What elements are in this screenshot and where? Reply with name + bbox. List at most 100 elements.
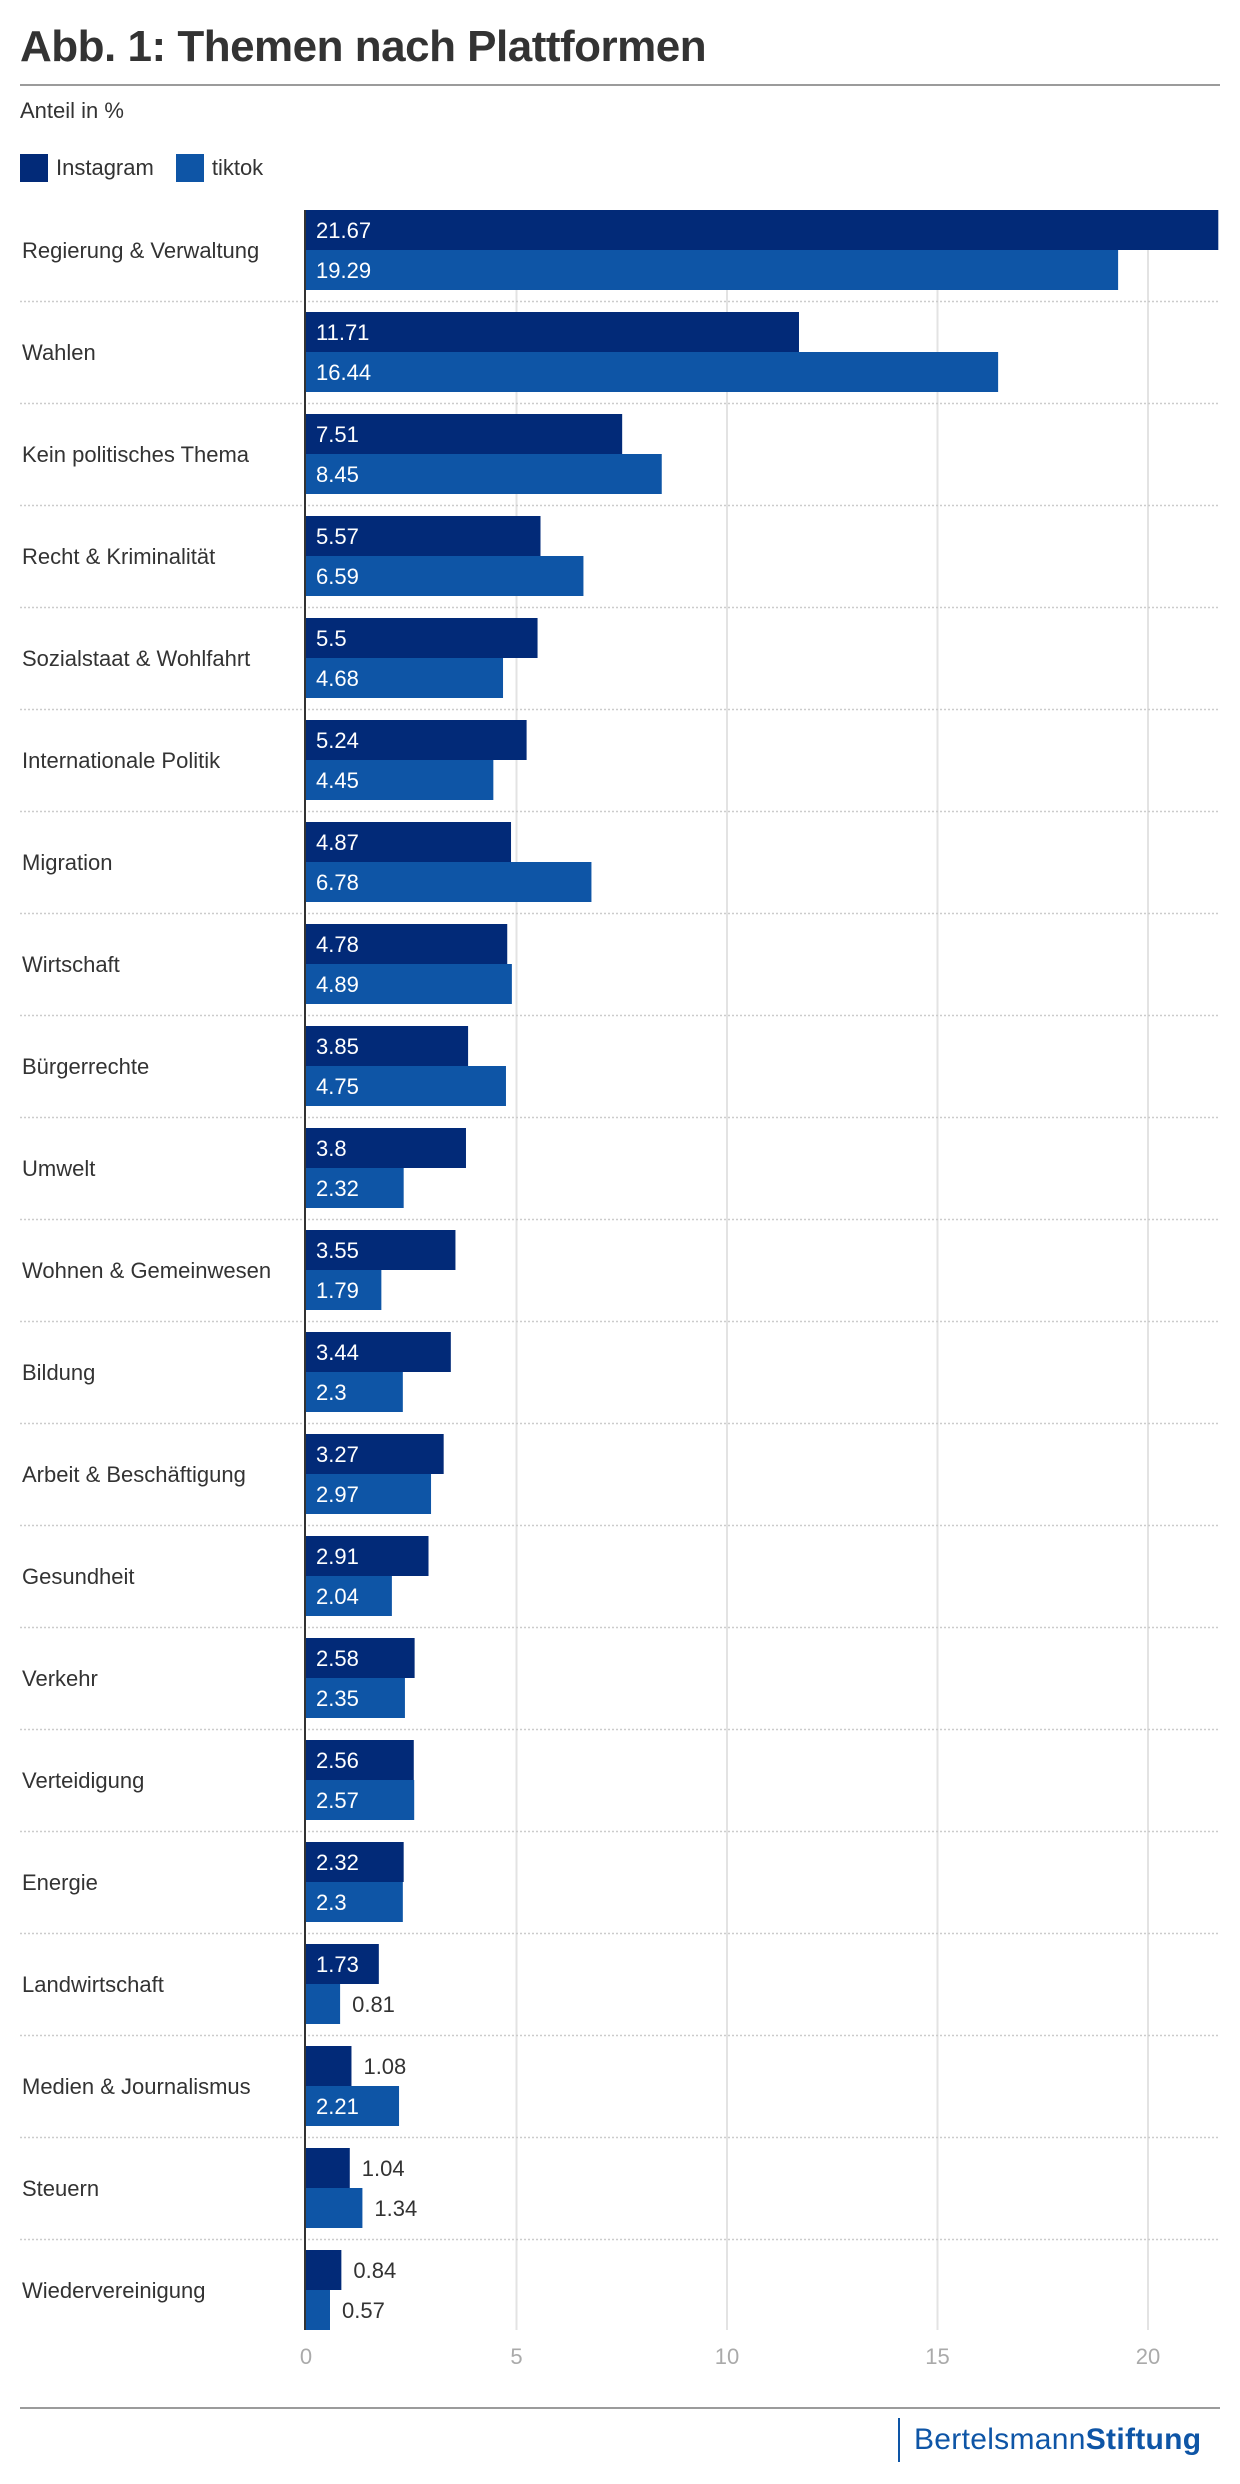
bar-instagram[interactable] [306, 2046, 352, 2086]
bar-instagram[interactable] [306, 822, 512, 862]
bar-instagram[interactable] [306, 1332, 451, 1372]
value-label-instagram: 5.5 [316, 626, 347, 651]
bar-tiktok[interactable] [306, 1168, 404, 1208]
bar-tiktok[interactable] [306, 862, 592, 902]
category-label: Landwirtschaft [22, 1972, 164, 1997]
category-label: Wiedervereinigung [22, 2278, 205, 2303]
value-label-instagram: 4.87 [316, 830, 359, 855]
bar-instagram[interactable] [306, 516, 541, 556]
bar-instagram[interactable] [306, 1944, 379, 1984]
bar-tiktok[interactable] [306, 1372, 403, 1412]
bar-tiktok[interactable] [306, 556, 584, 596]
legend-item-tiktok[interactable]: tiktok [175, 154, 264, 182]
category-label: Verteidigung [22, 1768, 144, 1793]
bar-instagram[interactable] [306, 210, 1219, 250]
bar-tiktok[interactable] [306, 964, 512, 1004]
value-label-tiktok: 6.59 [316, 564, 359, 589]
bar-instagram[interactable] [306, 414, 623, 454]
category-label: Bürgerrechte [22, 1054, 149, 1079]
value-labels: 21.67 19.29 11.71 16.44 7.51 8.45 5.57 6.59 5.5 4… [316, 218, 417, 2323]
value-label-tiktok: 2.32 [316, 1176, 359, 1201]
value-label-instagram: 5.24 [316, 728, 359, 753]
bar-tiktok[interactable] [306, 1270, 382, 1310]
value-label-instagram: 2.91 [316, 1544, 359, 1569]
bar-instagram[interactable] [306, 2148, 350, 2188]
bar-tiktok[interactable] [306, 2290, 330, 2330]
bars [306, 210, 1219, 2330]
value-label-tiktok: 8.45 [316, 462, 359, 487]
bar-chart: Regierung & Verwaltung Wahlen Kein politis… [20, 210, 1220, 2369]
bar-instagram[interactable] [306, 1740, 414, 1780]
category-label: Gesundheit [22, 1564, 135, 1589]
value-label-tiktok: 2.04 [316, 1584, 359, 1609]
legend-label-instagram: Instagram [56, 155, 154, 180]
value-label-tiktok: 4.75 [316, 1074, 359, 1099]
bar-tiktok[interactable] [306, 2086, 400, 2126]
category-label: Wirtschaft [22, 952, 120, 977]
logo-text: BertelsmannStiftung [914, 2423, 1201, 2457]
value-label-instagram: 3.8 [316, 1136, 347, 1161]
category-label: Wohnen & Gemeinwesen [22, 1258, 271, 1283]
row-separators [20, 300, 1220, 2241]
value-label-instagram: 1.73 [316, 1952, 359, 1977]
bar-tiktok[interactable] [306, 1678, 405, 1718]
x-tick-label: 0 [300, 2344, 312, 2369]
bar-instagram[interactable] [306, 312, 799, 352]
value-label-tiktok: 2.57 [316, 1788, 359, 1813]
category-label: Energie [22, 1870, 98, 1895]
legend-label-tiktok: tiktok [211, 155, 264, 180]
bar-instagram[interactable] [306, 924, 508, 964]
bar-tiktok[interactable] [306, 2188, 363, 2228]
bar-instagram[interactable] [306, 1842, 404, 1882]
value-label-tiktok: 4.45 [316, 768, 359, 793]
chart-subtitle: Anteil in % [20, 98, 124, 123]
bar-tiktok[interactable] [306, 1780, 415, 1820]
bar-tiktok[interactable] [306, 1984, 341, 2024]
value-label-instagram: 21.67 [316, 218, 371, 243]
bar-instagram[interactable] [306, 720, 527, 760]
value-label-instagram: 3.27 [316, 1442, 359, 1467]
bar-tiktok[interactable] [306, 454, 662, 494]
category-label: Steuern [22, 2176, 99, 2201]
value-label-instagram: 3.85 [316, 1034, 359, 1059]
bar-tiktok[interactable] [306, 250, 1119, 290]
logo-bold: Stiftung [1085, 2423, 1202, 2456]
title-divider [20, 84, 1220, 86]
legend-swatch-instagram [20, 154, 48, 182]
value-label-instagram: 4.78 [316, 932, 359, 957]
bar-instagram[interactable] [306, 618, 538, 658]
category-label: Medien & Journalismus [22, 2074, 251, 2099]
value-label-tiktok: 2.35 [316, 1686, 359, 1711]
value-label-tiktok: 2.3 [316, 1890, 347, 1915]
bar-tiktok[interactable] [306, 1474, 432, 1514]
legend-swatch-tiktok [175, 154, 204, 182]
category-label: Recht & Kriminalität [22, 544, 215, 569]
value-label-tiktok: 4.89 [316, 972, 359, 997]
bar-instagram[interactable] [306, 2250, 342, 2290]
category-label: Regierung & Verwaltung [22, 238, 259, 263]
x-tick-label: 20 [1136, 2344, 1160, 2369]
value-label-tiktok: 0.81 [352, 1992, 395, 2017]
category-label: Verkehr [22, 1666, 98, 1691]
bar-instagram[interactable] [306, 1230, 456, 1270]
bar-instagram[interactable] [306, 1026, 469, 1066]
value-label-tiktok: 16.44 [316, 360, 371, 385]
bar-tiktok[interactable] [306, 1576, 392, 1616]
value-label-instagram: 2.32 [316, 1850, 359, 1875]
value-label-instagram: 7.51 [316, 422, 359, 447]
bar-instagram[interactable] [306, 1128, 466, 1168]
bar-tiktok[interactable] [306, 352, 999, 392]
bar-tiktok[interactable] [306, 1066, 506, 1106]
bar-instagram[interactable] [306, 1638, 415, 1678]
value-label-instagram: 3.55 [316, 1238, 359, 1263]
bar-tiktok[interactable] [306, 658, 504, 698]
value-label-tiktok: 6.78 [316, 870, 359, 895]
bar-tiktok[interactable] [306, 1882, 403, 1922]
legend-item-instagram[interactable]: Instagram [20, 154, 154, 182]
value-label-instagram: 2.58 [316, 1646, 359, 1671]
bar-instagram[interactable] [306, 1536, 429, 1576]
value-label-instagram: 3.44 [316, 1340, 359, 1365]
bar-instagram[interactable] [306, 1434, 444, 1474]
gridlines [515, 210, 1149, 2330]
bar-tiktok[interactable] [306, 760, 494, 800]
